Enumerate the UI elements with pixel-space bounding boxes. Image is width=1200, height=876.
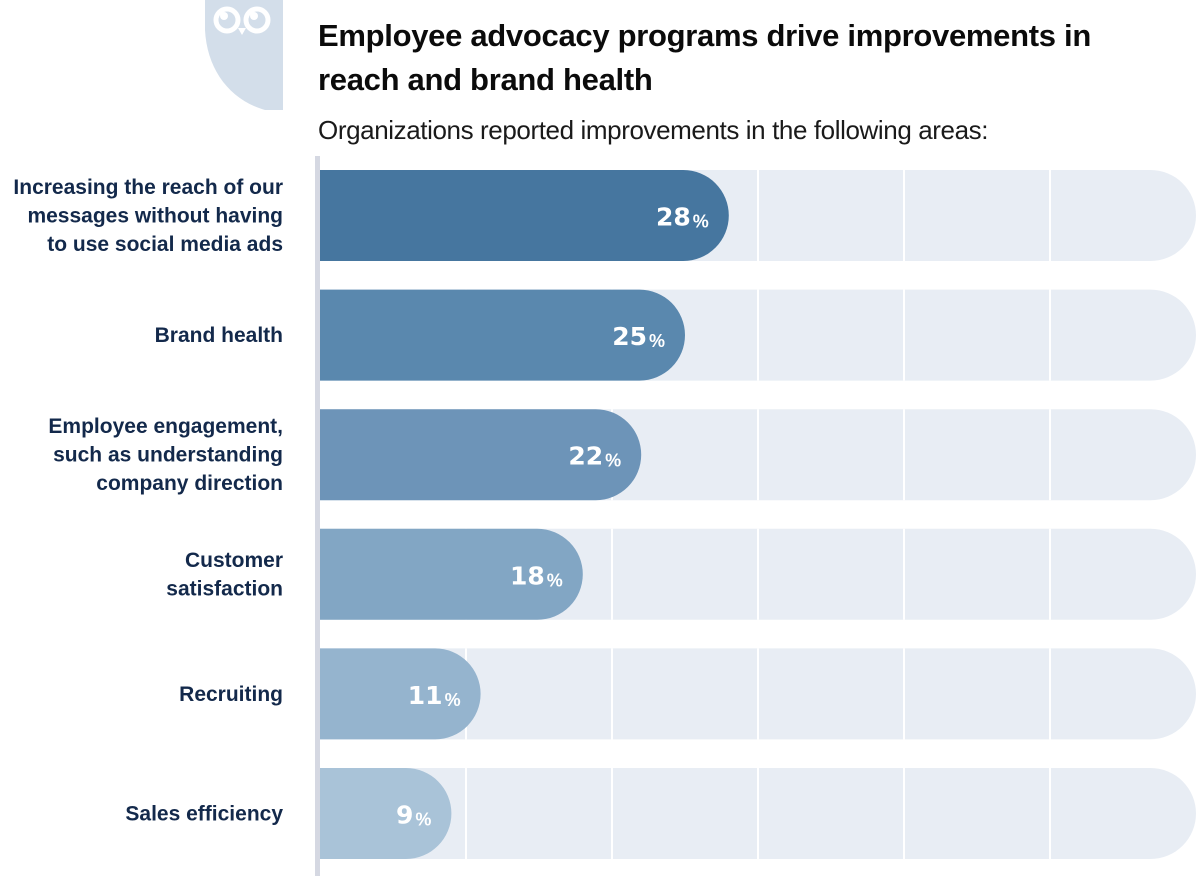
bar-2 xyxy=(320,289,685,381)
category-label-line: satisfaction xyxy=(166,578,283,601)
value-label: 22% xyxy=(568,442,621,471)
value-percent-sign: % xyxy=(415,810,431,830)
value-label: 11% xyxy=(408,681,461,710)
category-label: Customer satisfaction xyxy=(166,549,283,601)
value-label: 9% xyxy=(396,801,431,830)
category-label-line: such as understanding xyxy=(53,444,283,467)
value-percent-sign: % xyxy=(649,331,665,351)
bar-1 xyxy=(320,170,729,261)
category-label-line: to use social media ads xyxy=(47,233,283,256)
value-label: 28% xyxy=(656,203,709,232)
category-label: Brand health xyxy=(155,324,283,347)
bar-5 xyxy=(320,648,481,740)
category-label-line: company direction xyxy=(96,472,283,495)
bar-4 xyxy=(320,528,583,620)
category-label-line: Increasing the reach of our xyxy=(13,176,283,199)
value-number: 25 xyxy=(612,322,647,351)
category-label-line: Sales efficiency xyxy=(125,803,283,826)
y-axis-line xyxy=(315,156,320,876)
category-label: Employee engagement, such as understandin… xyxy=(48,415,283,495)
value-percent-sign: % xyxy=(445,690,461,710)
value-number: 9 xyxy=(396,801,413,830)
category-label-line: Employee engagement, xyxy=(48,415,283,438)
value-percent-sign: % xyxy=(693,212,709,232)
value-number: 22 xyxy=(568,442,603,471)
owl-logo-icon xyxy=(205,0,283,110)
value-number: 11 xyxy=(408,681,443,710)
category-label-line: messages without having xyxy=(27,205,283,228)
category-label: Increasing the reach of our messages with… xyxy=(13,176,283,256)
chart-subtitle: Organizations reported improvements in t… xyxy=(318,115,989,145)
category-label-line: Brand health xyxy=(155,324,283,347)
value-number: 18 xyxy=(510,561,545,590)
value-label: 18% xyxy=(510,561,563,590)
category-label: Sales efficiency xyxy=(125,803,283,826)
bar-6 xyxy=(320,768,452,859)
value-number: 28 xyxy=(656,203,691,232)
chart-title: Employee advocacy programs drive improve… xyxy=(318,18,1091,97)
category-label-line: Recruiting xyxy=(179,683,283,706)
value-percent-sign: % xyxy=(605,451,621,471)
bar-3 xyxy=(320,409,642,501)
value-percent-sign: % xyxy=(547,570,563,590)
value-label: 25% xyxy=(612,322,665,351)
category-label: Recruiting xyxy=(179,683,283,706)
category-label-line: Customer xyxy=(185,549,283,572)
